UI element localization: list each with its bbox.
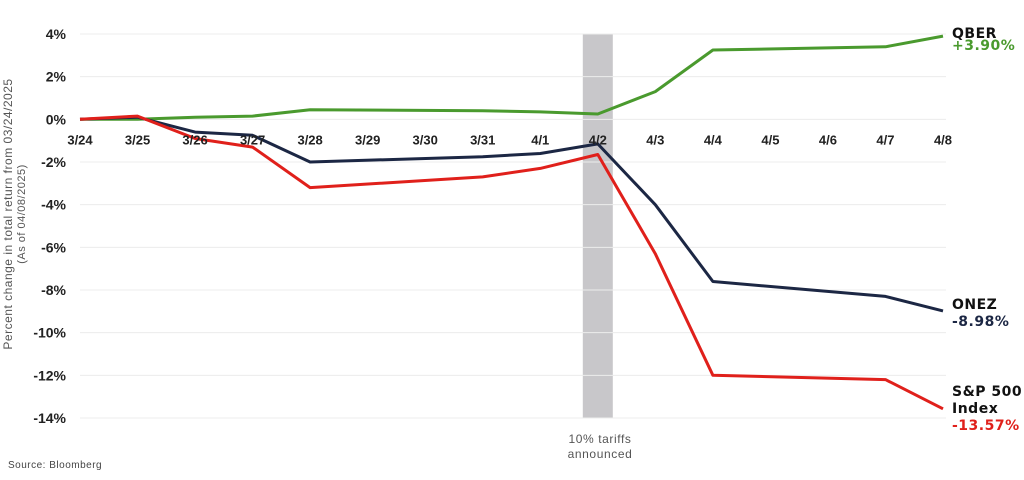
y-axis-note: (As of 04/08/2025) (16, 164, 28, 264)
x-tick-label: 3/24 (67, 132, 93, 147)
x-tick-label: 4/8 (934, 132, 952, 147)
series-line-s-p-500-index (79, 114, 944, 411)
y-axis-title: Percent change in total return from 03/2… (1, 78, 15, 350)
x-tick-label: 4/6 (819, 132, 837, 147)
x-tick-label: 4/7 (876, 132, 894, 147)
tariff-annotation: 10% tariffs announced (567, 432, 633, 461)
x-tick-label: 3/30 (413, 132, 438, 147)
legend-label-sp500: S&P 500 Index (952, 384, 1023, 417)
y-tick-label: -10% (33, 325, 66, 341)
series-line-onez (79, 115, 944, 313)
y-tick-label: -14% (33, 410, 66, 426)
x-tick-label: 3/25 (125, 132, 150, 147)
series-line-qber (80, 34, 944, 121)
x-tick-label: 3/29 (355, 132, 380, 147)
tariff-band (582, 34, 613, 418)
y-tick-label: 0% (46, 111, 67, 127)
y-tick-label: -8% (41, 282, 66, 298)
x-tick-label: 4/3 (646, 132, 664, 147)
end-value-qber: +3.90% (952, 38, 1016, 54)
y-tick-label: -12% (33, 367, 66, 383)
y-tick-label: -6% (41, 239, 66, 255)
x-tick-label: 3/28 (297, 132, 322, 147)
y-axis-label: Percent change in total return from 03/2… (1, 34, 29, 394)
x-tick-label: 4/2 (589, 132, 607, 147)
end-value-onez: -8.98% (952, 314, 1010, 330)
y-tick-label: 2% (46, 69, 67, 85)
y-tick-label: -4% (41, 197, 66, 213)
end-value-sp500: -13.57% (952, 418, 1020, 434)
x-tick-label: 4/1 (531, 132, 549, 147)
x-tick-label: 3/31 (470, 132, 495, 147)
legend-label-qber: QBER (952, 26, 997, 42)
x-tick-label: 4/5 (761, 132, 779, 147)
y-tick-label: -2% (41, 154, 66, 170)
x-tick-label: 3/27 (240, 132, 265, 147)
x-tick-label: 3/26 (182, 132, 207, 147)
legend-label-onez: ONEZ (952, 297, 998, 313)
x-tick-label: 4/4 (704, 132, 723, 147)
source-note: Source: Bloomberg (8, 460, 103, 471)
y-tick-label: 4% (46, 26, 67, 42)
